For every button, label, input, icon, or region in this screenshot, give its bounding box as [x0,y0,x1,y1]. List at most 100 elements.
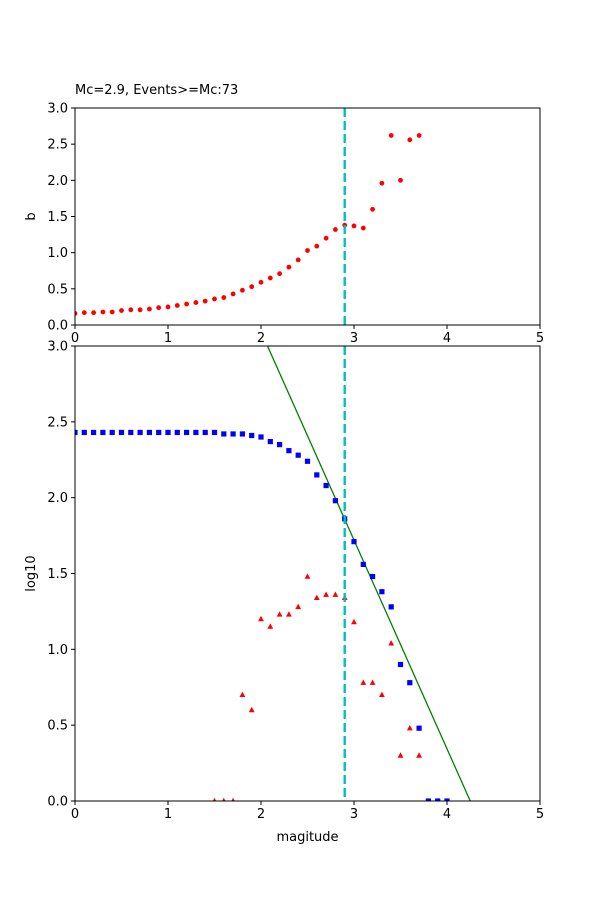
data-point [397,661,404,668]
x-tick-label: 1 [164,331,172,346]
data-point [277,271,282,277]
data-point [91,429,97,436]
data-point [174,303,180,308]
data-point [313,594,320,600]
data-point [388,640,395,646]
y-tick-label: 1.0 [47,246,68,261]
data-point [222,797,226,801]
data-point [295,452,301,458]
y-axis-label: b [24,212,39,220]
y-axis-label: log10 [24,555,39,591]
data-point [184,429,190,436]
data-point [360,225,366,231]
data-point [100,429,106,436]
data-point [379,180,385,186]
x-tick-label: 0 [71,807,79,822]
data-point [240,287,245,293]
data-point [351,618,357,625]
chart-title: Mc=2.9, Events>=Mc:73 [75,83,238,98]
data-point [147,306,152,312]
data-point [333,227,338,232]
y-tick-label: 1.5 [47,210,68,225]
data-point [221,295,227,300]
data-point [211,429,218,436]
data-point [323,482,329,489]
data-point [249,432,255,439]
data-point [407,137,413,143]
data-point [314,472,320,478]
data-point [277,441,283,448]
data-point [435,798,441,801]
data-point [286,264,292,270]
data-point [248,706,255,713]
data-point [212,797,217,801]
data-point [249,284,255,290]
data-point [184,301,190,307]
data-point [137,307,143,313]
data-point [221,431,227,437]
x-tick-label: 5 [536,807,544,822]
data-point [397,752,404,758]
y-tick-label: 2.5 [47,138,68,153]
x-axis-label: magitude [276,830,338,845]
data-point [202,298,208,304]
data-point [91,310,96,316]
data-point [360,679,367,685]
plot-area [75,133,422,316]
y-tick-label: 2.5 [47,415,68,430]
data-point [75,311,78,316]
plot-area [75,346,471,801]
data-point [351,223,357,229]
data-point [239,691,246,698]
x-tick-label: 2 [257,807,265,822]
data-point [137,429,143,436]
data-point [388,604,394,610]
data-point [370,206,375,212]
x-tick-label: 3 [350,807,358,822]
data-point [323,235,329,241]
data-point [406,725,413,731]
data-point [156,429,162,436]
data-point [230,431,236,437]
data-point [258,279,264,285]
x-tick-label: 0 [71,331,79,346]
y-tick-label: 0.0 [47,795,68,810]
y-tick-label: 0.5 [47,719,68,734]
data-point [193,300,199,305]
data-point [398,177,403,183]
x-tick-label: 4 [443,331,451,346]
data-point [304,458,311,464]
y-tick-label: 1.5 [47,567,68,582]
y-tick-label: 1.0 [47,643,68,658]
data-point [286,448,292,454]
data-point [212,296,217,302]
data-point [314,243,320,249]
data-point [295,603,302,610]
data-point [425,798,431,801]
data-point [286,611,292,617]
data-point [118,429,125,436]
bottom-axes: 0 1 2 3 4 5 0.0 0.5 1.0 1.5 2.0 2.5 3.0 log10 magitude [24,340,544,846]
data-point [369,679,376,685]
data-point [128,307,134,313]
y-tick-label: 2.0 [47,491,68,506]
y-tick-label: 3.0 [47,102,68,117]
y-tick-label: 3.0 [47,340,68,355]
data-point [323,591,329,597]
y-tick-label: 2.0 [47,174,68,189]
data-point [174,429,180,436]
data-point [379,691,385,698]
data-point [416,752,422,758]
data-point [332,498,338,504]
data-point [81,429,87,436]
x-tick-label: 1 [164,807,172,822]
data-point [119,308,124,313]
data-point [230,291,236,297]
data-point [100,309,106,315]
data-point [231,797,235,801]
data-point [267,275,273,281]
data-point [388,133,394,138]
data-point [109,309,115,315]
x-tick-label: 3 [350,331,358,346]
